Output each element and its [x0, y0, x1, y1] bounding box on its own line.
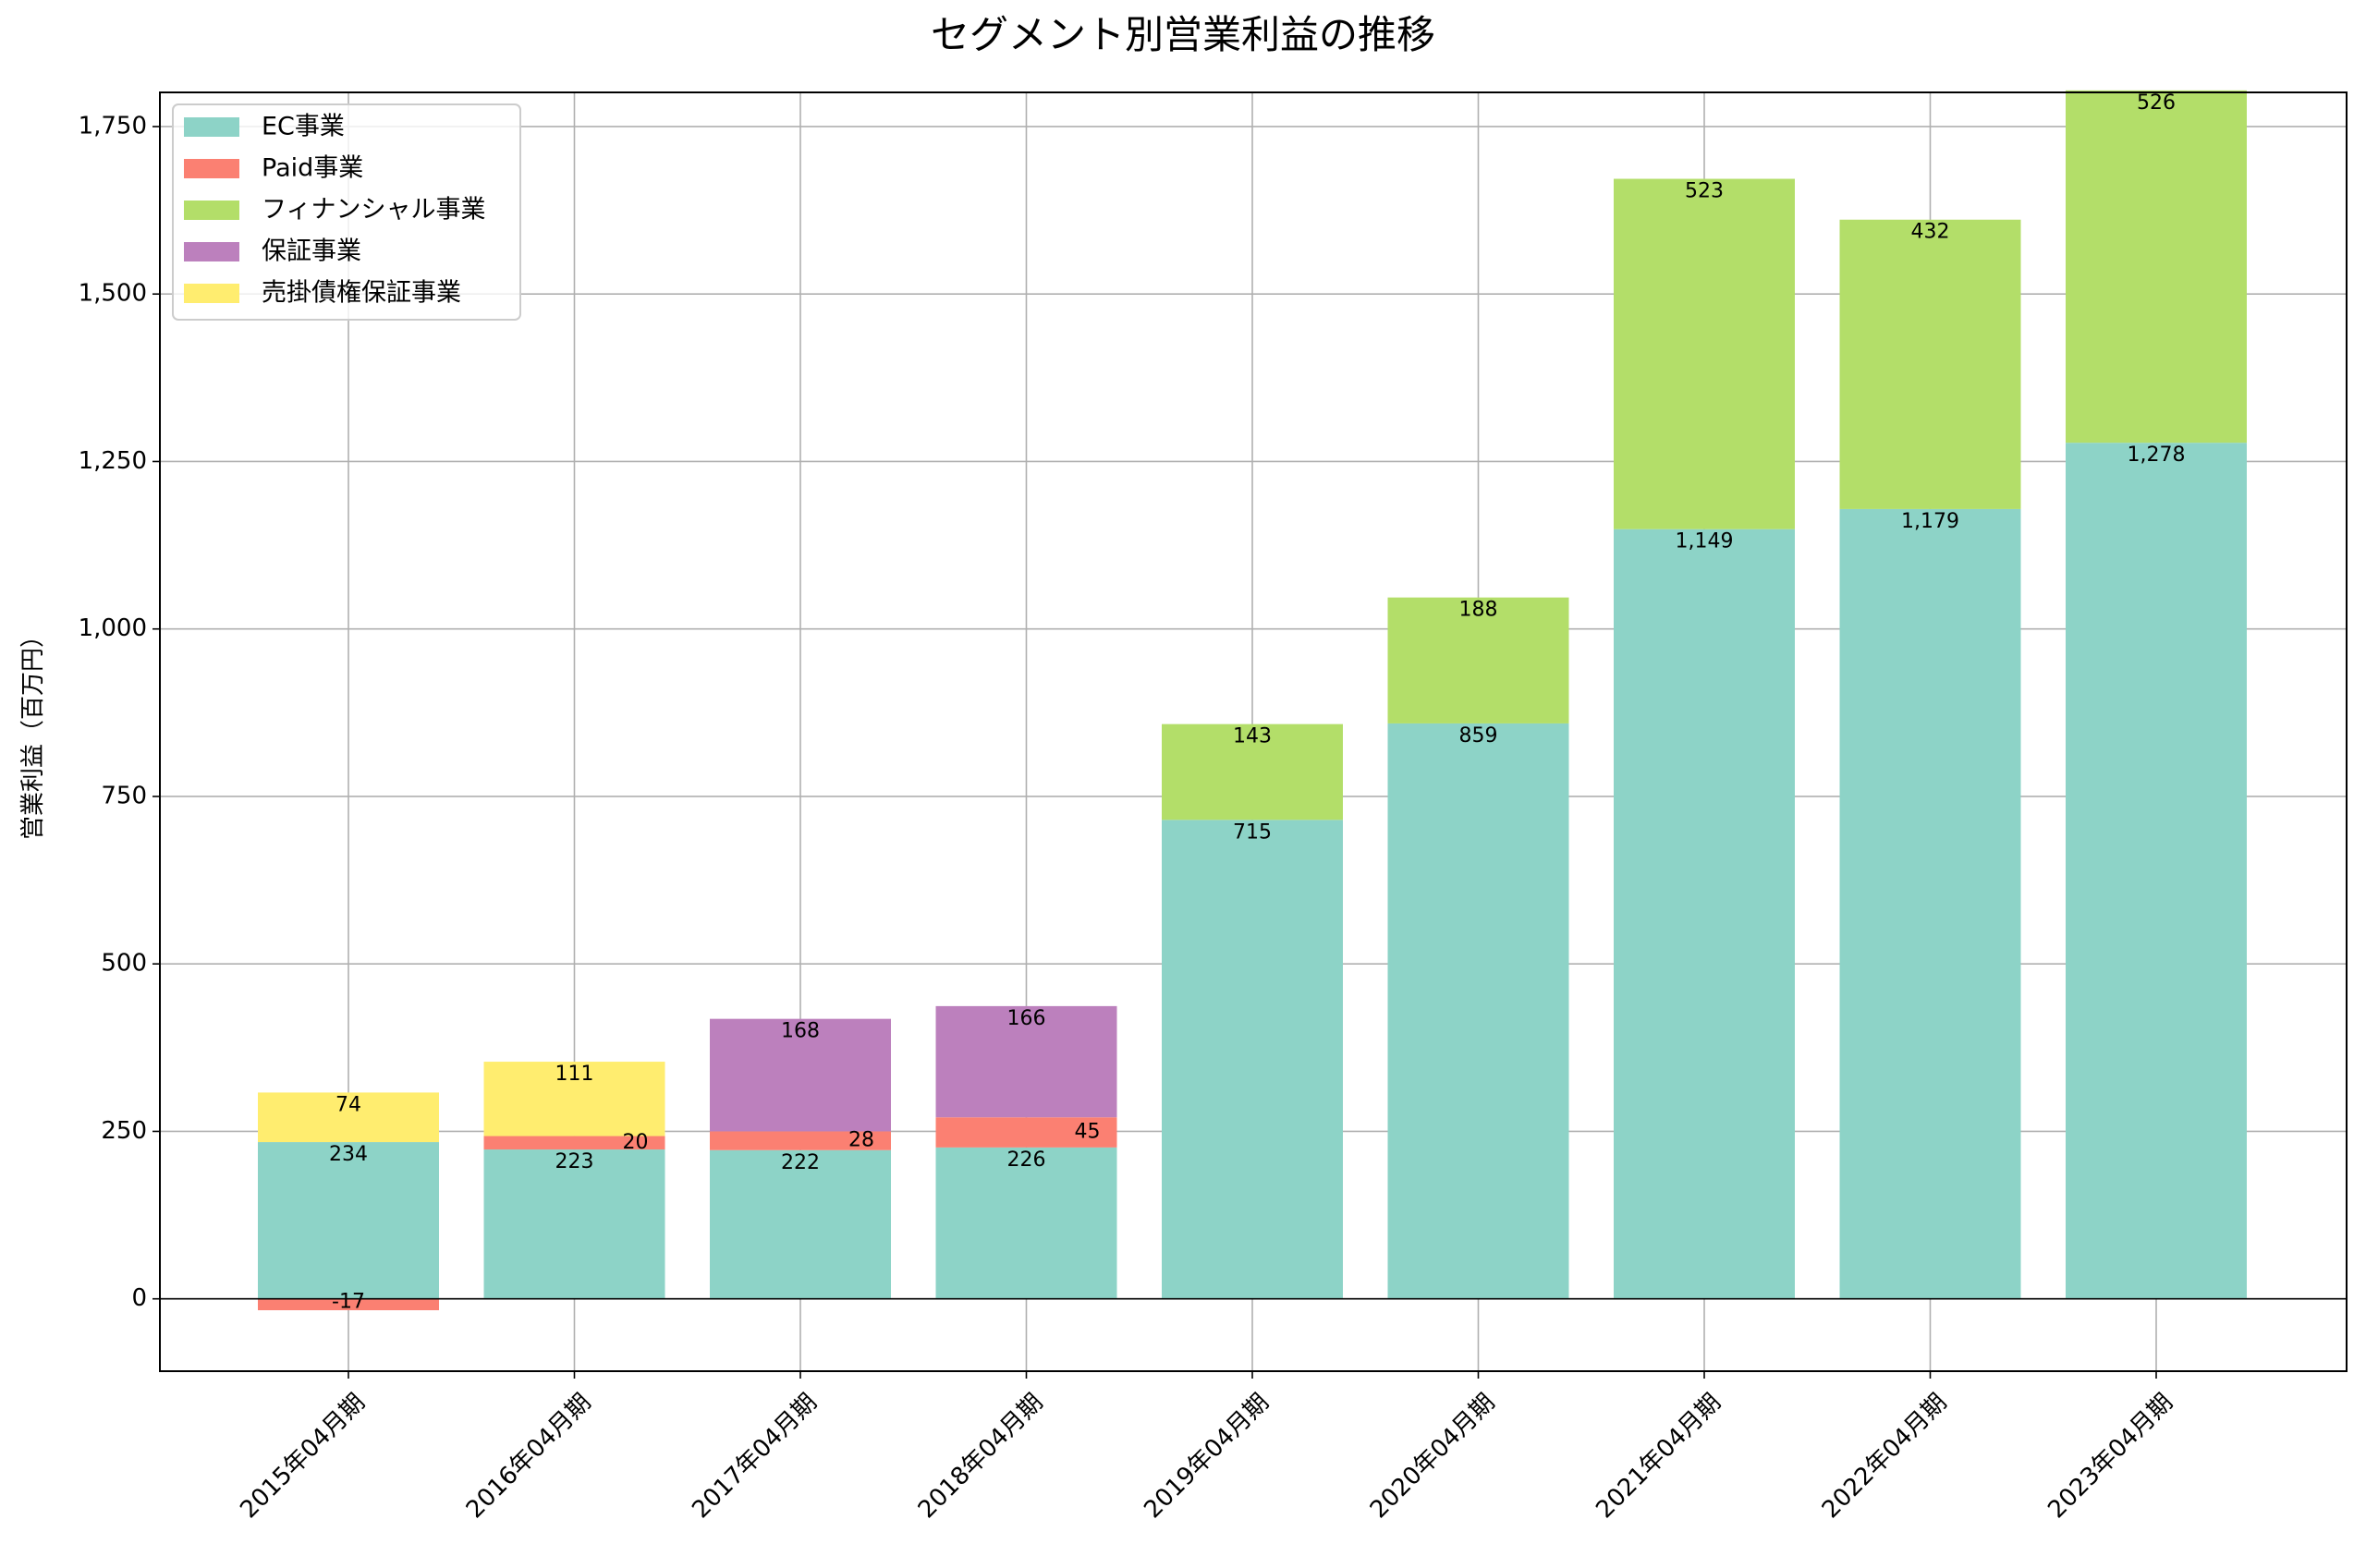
- data-label: 526: [2137, 91, 2176, 115]
- legend-swatch: [184, 284, 239, 303]
- y-tick-label: 500: [101, 950, 147, 978]
- legend-swatch: [184, 201, 239, 220]
- y-tick-label: 250: [101, 1117, 147, 1145]
- legend-label: 売掛債権保証事業: [262, 279, 461, 308]
- y-tick-label: 0: [131, 1284, 147, 1312]
- bar-segment: [710, 1131, 891, 1150]
- data-label: 1,179: [1901, 510, 1959, 533]
- bar-segment: [1387, 723, 1569, 1299]
- data-label: 859: [1459, 724, 1498, 748]
- x-tick-label: 2019年04月期: [1139, 1389, 1274, 1525]
- data-label: 1,278: [2128, 444, 2186, 467]
- x-tick-label: 2021年04月期: [1591, 1389, 1726, 1525]
- data-labels: 234 -17 74 223 20 111 222 28 168 226 45 166 715 143 85…: [329, 91, 2185, 1314]
- legend-box: [172, 103, 521, 321]
- y-tick-label: 750: [101, 782, 147, 809]
- x-tick-label: 2017年04月期: [687, 1389, 823, 1525]
- data-label: 1,149: [1676, 530, 1734, 553]
- x-tick-label: 2023年04月期: [2043, 1389, 2178, 1525]
- bar-segment: [1614, 178, 1795, 529]
- legend-label: Paid事業: [262, 154, 363, 183]
- bar-segment: [258, 1092, 439, 1143]
- x-tick-label: 2022年04月期: [1817, 1389, 1953, 1525]
- legend-label: 保証事業: [262, 237, 361, 266]
- data-label: 111: [555, 1063, 594, 1086]
- legend-swatch: [184, 117, 239, 137]
- y-tick-label: 1,750: [79, 112, 147, 140]
- legend-swatch: [184, 242, 239, 261]
- data-label: 188: [1459, 599, 1498, 622]
- data-label: -17: [332, 1291, 365, 1314]
- bar-segment: [483, 1149, 665, 1299]
- chart-title: セグメント別営業利益の推移: [931, 12, 1435, 57]
- bar-segment: [2066, 90, 2247, 444]
- data-label: 234: [329, 1143, 368, 1166]
- data-label: 20: [623, 1131, 649, 1154]
- data-label: 168: [781, 1020, 820, 1043]
- plot-frame: [159, 91, 2348, 1372]
- legend-label: フィナンシャル事業: [262, 196, 485, 225]
- data-label: 523: [1685, 180, 1724, 203]
- bar-segment: [483, 1062, 665, 1136]
- data-label: 143: [1233, 725, 1272, 748]
- bar-segment: [935, 1147, 1117, 1299]
- bar-segment: [1162, 820, 1343, 1299]
- legend-label: EC事業: [262, 113, 345, 141]
- data-label: 222: [781, 1151, 820, 1174]
- bar-segment: [2066, 443, 2247, 1299]
- data-label: 226: [1007, 1149, 1046, 1172]
- data-label: 166: [1007, 1007, 1046, 1030]
- bar-segment: [258, 1142, 439, 1299]
- bar-segment: [258, 1298, 439, 1311]
- legend-swatch: [184, 159, 239, 178]
- data-label: 45: [1075, 1121, 1101, 1144]
- data-label: 223: [555, 1150, 594, 1173]
- x-tick-label: 2015年04月期: [235, 1389, 371, 1525]
- data-label: 715: [1233, 820, 1272, 844]
- bar-segment: [710, 1018, 891, 1132]
- bar-segment: [1614, 529, 1795, 1299]
- y-tick-label: 1,500: [79, 280, 147, 308]
- y-tick-label: 1,250: [79, 447, 147, 475]
- bars: [258, 90, 2247, 1311]
- bar-segment: [483, 1136, 665, 1150]
- bar-segment: [1162, 723, 1343, 820]
- x-tick-label: 2020年04月期: [1365, 1389, 1501, 1525]
- bar-segment: [935, 1005, 1117, 1118]
- bar-segment: [1839, 508, 2021, 1299]
- x-tick-label: 2018年04月期: [913, 1389, 1049, 1525]
- bar-segment: [1839, 219, 2021, 509]
- data-label: 74: [335, 1093, 361, 1116]
- bar-segment: [1387, 597, 1569, 723]
- bar-segment: [710, 1149, 891, 1299]
- data-label: 28: [848, 1129, 874, 1152]
- y-tick-label: 1,000: [79, 614, 147, 642]
- x-tick-label: 2016年04月期: [461, 1389, 597, 1525]
- data-label: 432: [1911, 221, 1950, 244]
- bar-segment: [935, 1117, 1117, 1148]
- y-axis-label: 営業利益（百万円）: [19, 624, 47, 840]
